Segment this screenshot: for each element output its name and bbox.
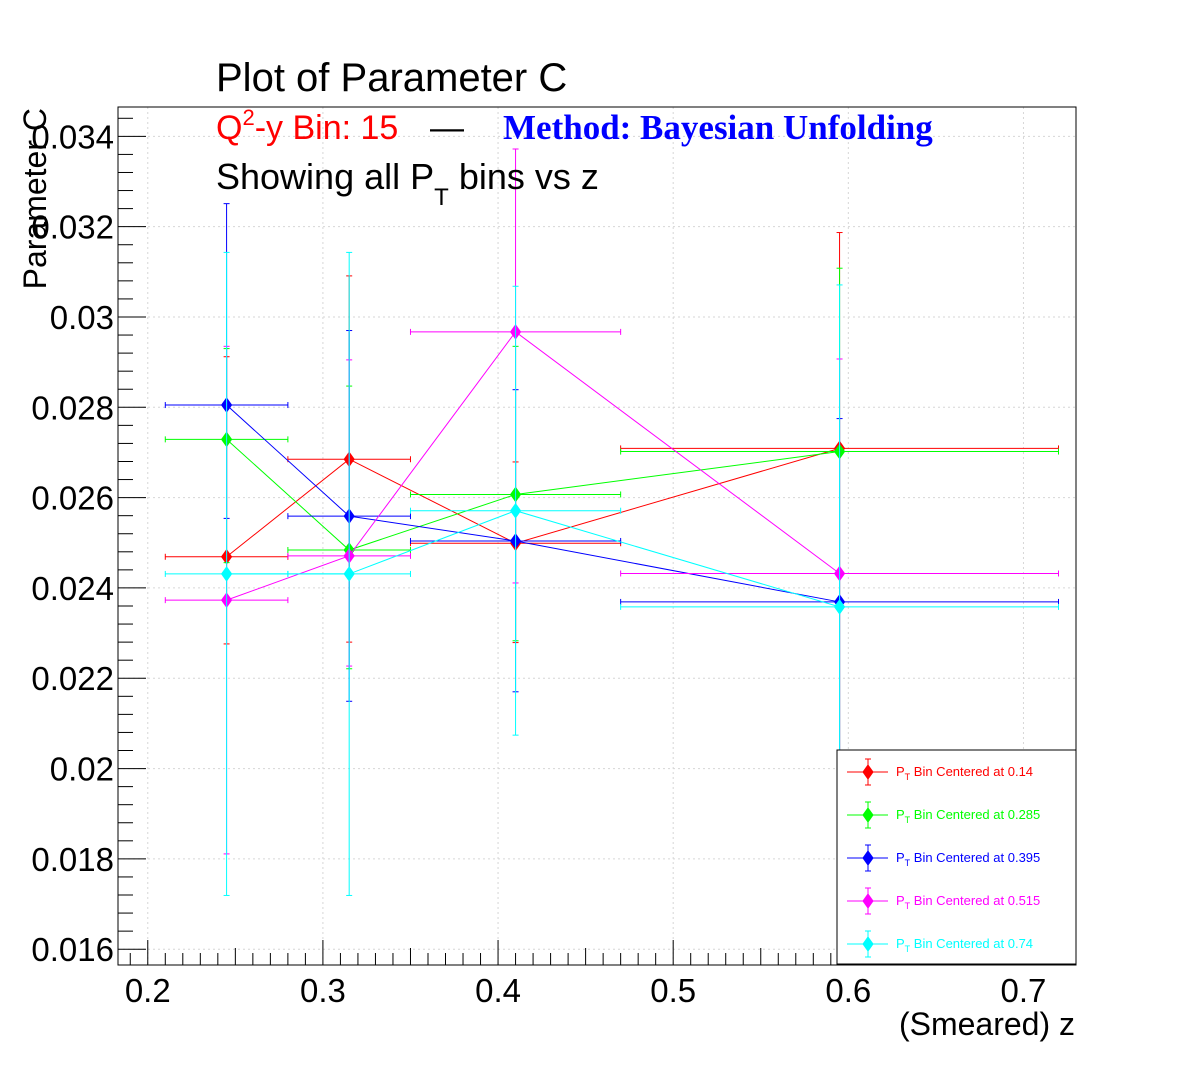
legend-entry-1: PT Bin Centered at 0.14	[847, 758, 1033, 786]
data-point	[833, 599, 846, 615]
axes: 0.2 0.3 0.4 0.5 0.6 0.7 0.016 0.018 0.02 0.022 0.0…	[31, 106, 1077, 1009]
title-dash: —	[430, 109, 464, 147]
series-line	[226, 404, 840, 603]
x-tick-label: 0.7	[1001, 972, 1047, 1009]
data-point	[343, 566, 355, 582]
legend-entry-5: PT Bin Centered at 0.74	[847, 930, 1033, 958]
legend-entry-4: PT Bin Centered at 0.515	[847, 887, 1040, 915]
y-tick-label: 0.022	[31, 660, 114, 697]
legend-marker	[862, 850, 874, 866]
q2y-bin-label: Q2-y Bin: 15	[216, 105, 398, 147]
q2y-bin-rest: -y Bin: 15	[255, 109, 399, 147]
x-axis-label: (Smeared) z	[899, 1006, 1075, 1042]
x-tick-label: 0.4	[475, 972, 521, 1009]
legend-marker	[862, 807, 874, 823]
x-tick-label: 0.5	[650, 972, 696, 1009]
series-line	[226, 438, 840, 551]
y-tick-label: 0.024	[31, 570, 114, 607]
y-tick-label: 0.026	[31, 480, 114, 517]
y-tick-label: 0.03	[50, 299, 114, 336]
y-tick-label: 0.032	[31, 209, 114, 246]
legend-label: PT Bin Centered at 0.515	[896, 893, 1040, 911]
legend-label: PT Bin Centered at 0.14	[896, 764, 1033, 782]
y-tick-label: 0.028	[31, 389, 114, 426]
legend-marker	[862, 893, 874, 909]
y-tick-label: 0.034	[31, 118, 114, 155]
q2y-bin-sup: 2	[242, 105, 254, 130]
legend-label: PT Bin Centered at 0.285	[896, 807, 1040, 825]
legend: PT Bin Centered at 0.14 PT Bin Centered a…	[836, 749, 1077, 965]
legend-marker	[862, 764, 874, 780]
plot-area	[164, 148, 1059, 930]
subtitle-post: bins vs z	[449, 156, 599, 197]
data-point	[220, 566, 233, 582]
subtitle-pre: Showing all P	[216, 156, 434, 197]
subtitle-sub: T	[434, 184, 449, 211]
y-tick-label: 0.018	[31, 841, 114, 878]
chart-title: Plot of Parameter C	[216, 56, 567, 100]
y-tick-label: 0.02	[50, 751, 114, 788]
y-axis-label: Parameter C	[17, 108, 53, 289]
x-tick-label: 0.3	[300, 972, 346, 1009]
q2y-bin-prefix: Q	[216, 109, 242, 147]
legend-label: PT Bin Centered at 0.395	[896, 850, 1040, 868]
y-tick-label: 0.016	[31, 931, 114, 968]
pt-bins-subtitle: Showing all PT bins vs z	[216, 156, 599, 211]
legend-entry-2: PT Bin Centered at 0.285	[847, 801, 1040, 829]
method-label: Method: Bayesian Unfolding	[503, 108, 933, 147]
series-5	[164, 251, 1059, 930]
series-line	[226, 331, 840, 601]
legend-box	[836, 749, 1077, 965]
legend-entry-3: PT Bin Centered at 0.395	[847, 844, 1040, 872]
data-point	[509, 502, 522, 519]
x-tick-label: 0.6	[825, 972, 871, 1009]
legend-marker	[862, 936, 874, 952]
series-line	[226, 447, 840, 558]
x-tick-label: 0.2	[125, 972, 171, 1009]
plot-frame	[117, 106, 1077, 966]
legend-label: PT Bin Centered at 0.74	[896, 936, 1033, 954]
